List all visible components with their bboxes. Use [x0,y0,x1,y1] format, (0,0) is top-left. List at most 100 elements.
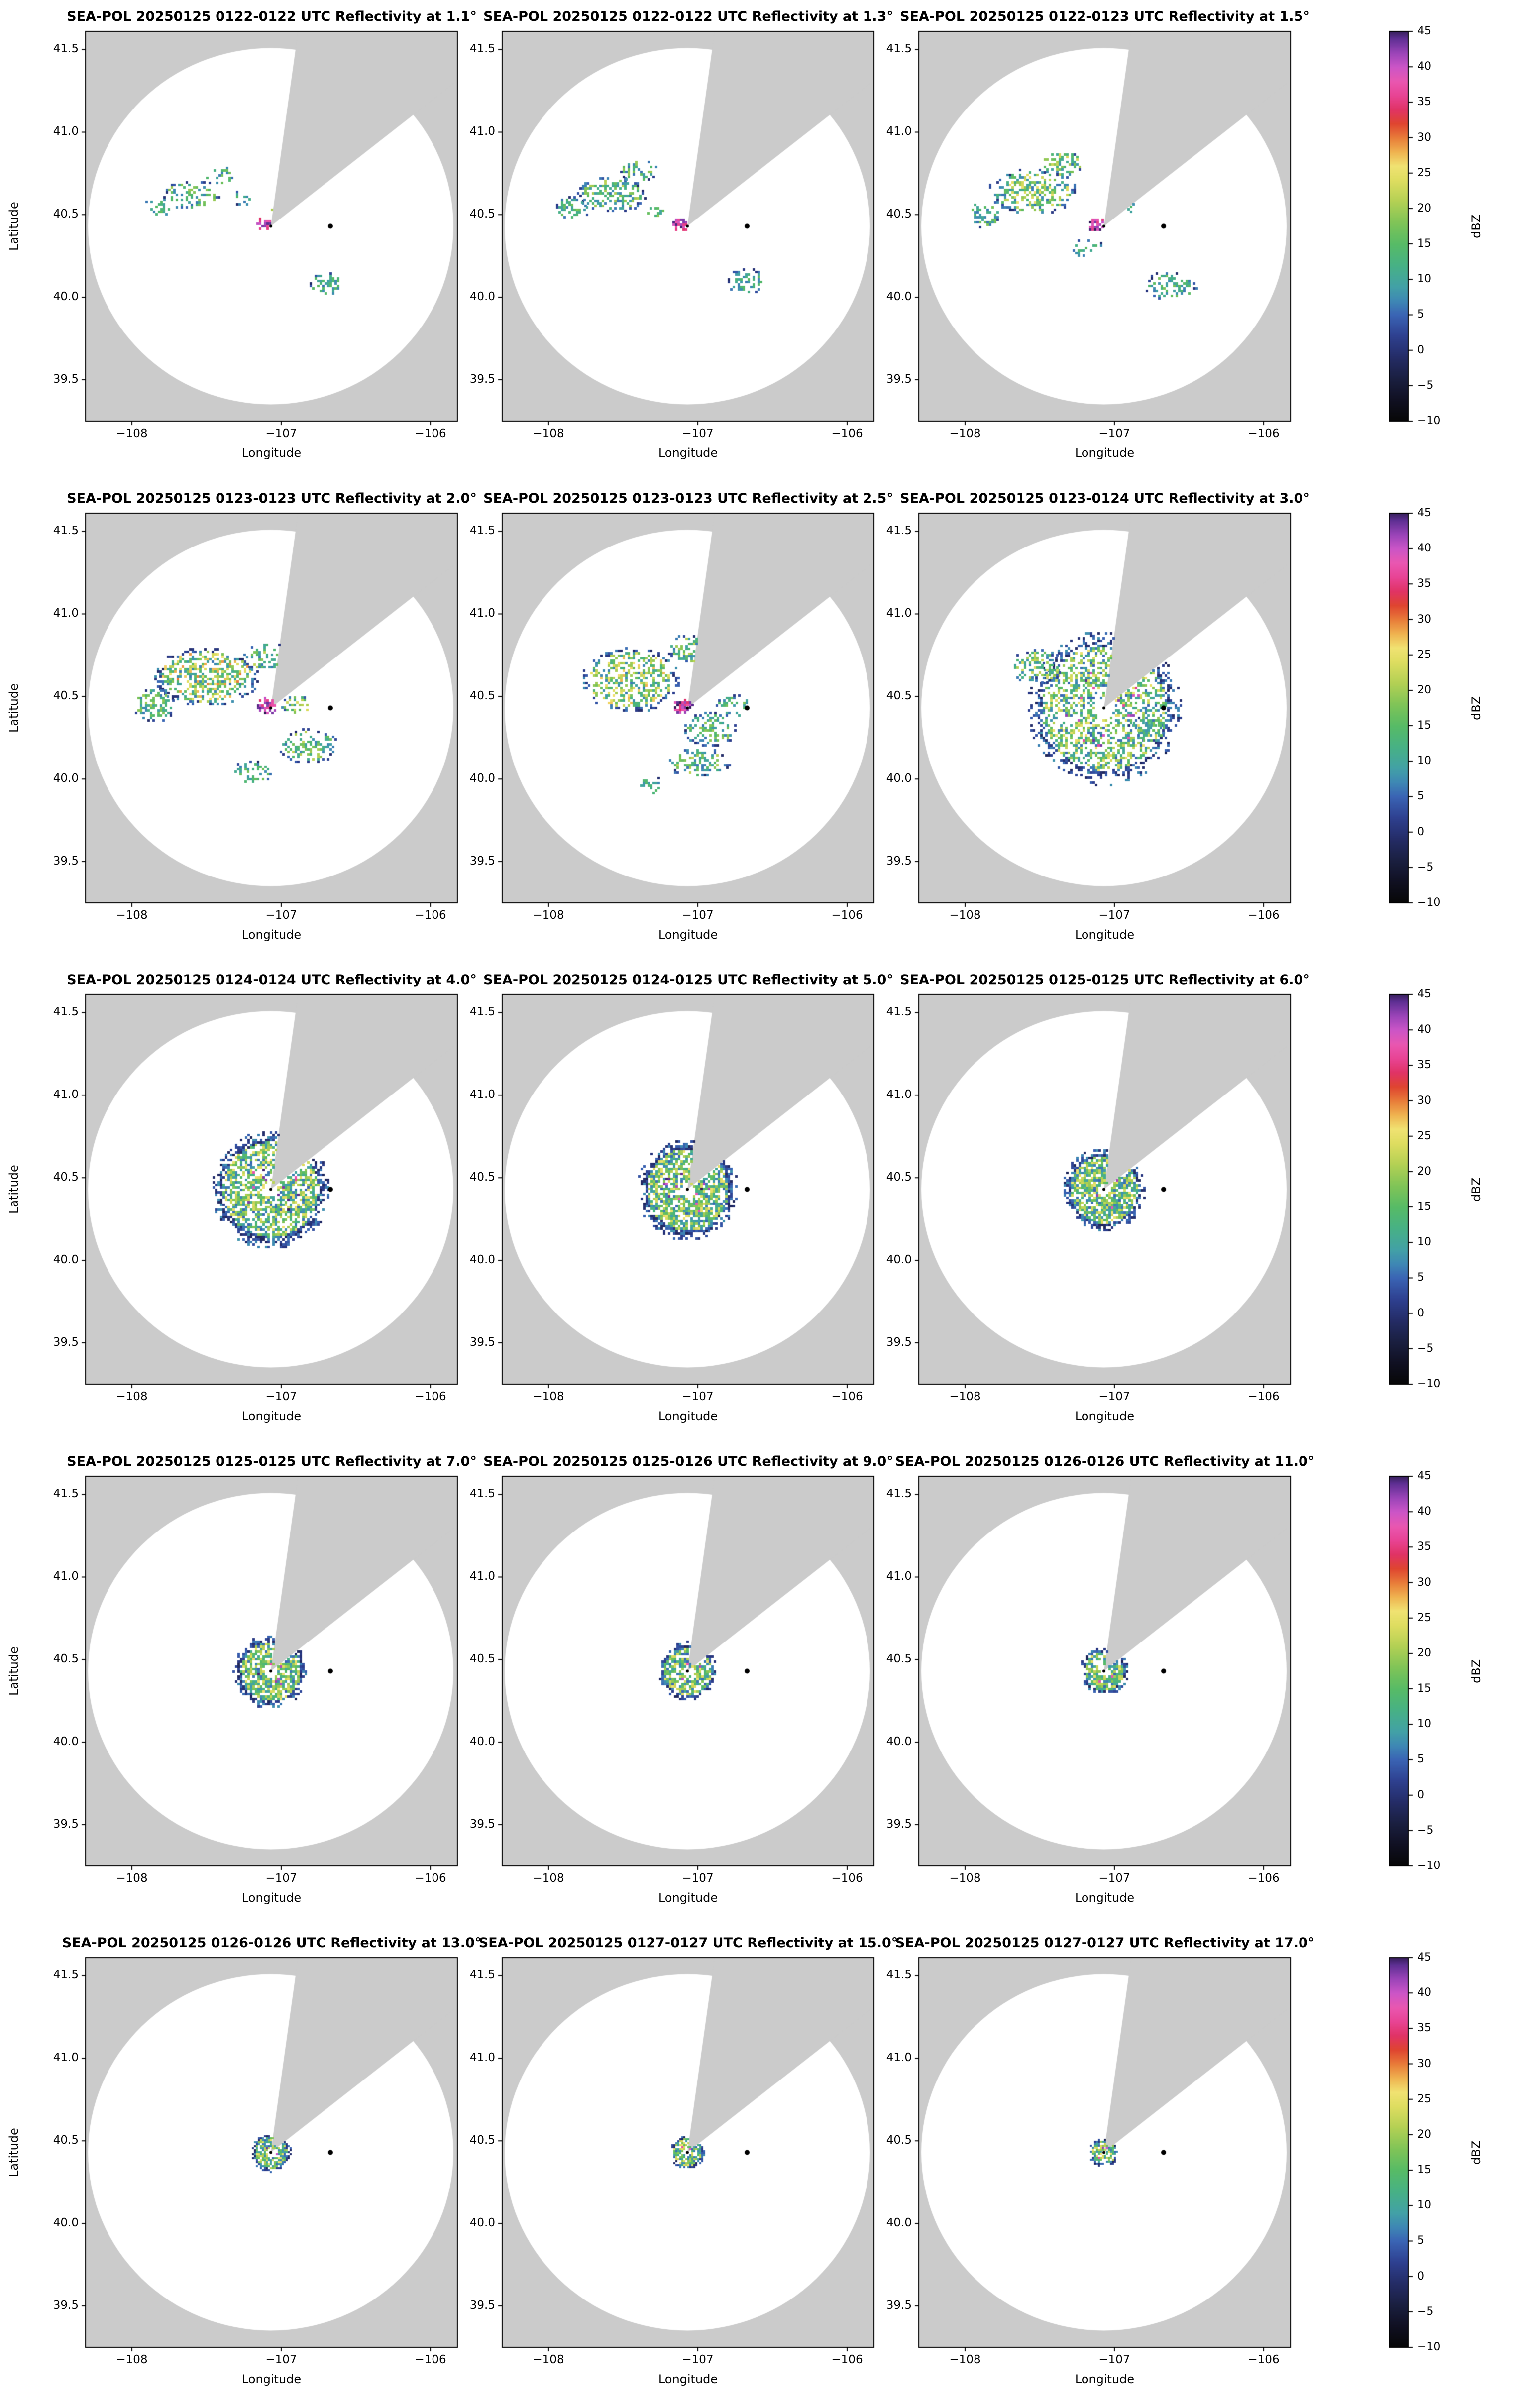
y-tick-label: 41.5 [53,42,79,56]
colorbar-tick-label: 10 [1417,273,1431,286]
y-tick-label: 41.0 [469,1088,495,1101]
y-tick-label: 40.5 [53,2134,79,2147]
y-tick-label: 40.0 [886,2216,912,2230]
y-tick-label: 41.5 [53,1969,79,1982]
y-tick-label: 40.5 [469,689,495,703]
y-tick-label: 39.5 [886,1336,912,1349]
y-tick-label: 39.5 [53,373,79,386]
y-tick-label: 40.5 [53,208,79,221]
x-tick-label: −106 [831,427,863,440]
colorbar-tick-label: −10 [1417,1860,1441,1872]
x-axis-label: Longitude [241,1891,302,1905]
x-axis-label: Longitude [1075,2372,1135,2386]
y-tick-label: 41.0 [886,607,912,620]
colorbar-tick-label: 0 [1417,343,1424,356]
y-tick-label: 39.5 [886,373,912,386]
y-tick-label: 39.5 [886,855,912,868]
y-tick-label: 40.5 [886,689,912,703]
y-tick-label: 40.5 [469,208,495,221]
y-tick-label: 41.0 [469,607,495,620]
y-tick-label: 40.0 [886,290,912,304]
x-tick-label: −107 [1098,427,1130,440]
panel-title: SEA-POL 20250125 0125-0125 UTC Reflectiv… [67,1454,477,1469]
colorbar-tick-label: 0 [1417,2270,1424,2283]
colorbar-tick-label: 35 [1417,577,1431,590]
colorbar-label: dBZ [1469,214,1483,238]
colorbar-tick-label: −10 [1417,1378,1441,1390]
y-tick-label: 41.5 [886,1487,912,1501]
y-tick-label: 39.5 [886,2299,912,2312]
colorbar-tick-label: 25 [1417,2092,1431,2105]
panel-title: SEA-POL 20250125 0125-0125 UTC Reflectiv… [900,972,1310,987]
x-tick-label: −108 [533,909,564,922]
panel-title: SEA-POL 20250125 0127-0127 UTC Reflectiv… [895,1935,1315,1951]
panel-title: SEA-POL 20250125 0122-0122 UTC Reflectiv… [483,9,893,24]
colorbar-tick-label: −5 [1417,2305,1434,2318]
y-tick-label: 40.0 [886,1253,912,1267]
y-tick-label: 41.0 [53,125,79,138]
colorbar-tick-label: 5 [1417,2234,1424,2247]
y-tick-label: 40.0 [469,1735,495,1749]
x-tick-label: −108 [533,1390,564,1403]
y-tick-label: 40.5 [886,2134,912,2147]
radar-ppi-canvas [496,507,880,909]
colorbar-tick-label: 40 [1417,1023,1431,1036]
y-tick-label: 41.5 [469,1005,495,1019]
y-tick-label: 40.0 [469,772,495,785]
colorbar-tick-label: −5 [1417,1342,1434,1355]
x-tick-label: −107 [265,1390,297,1403]
radar-ppi-canvas [80,25,463,427]
radar-ppi-canvas [913,1952,1297,2353]
y-tick-label: 41.0 [469,125,495,138]
y-tick-label: 40.5 [53,1652,79,1666]
y-axis-label: Latitude [7,683,21,733]
colorbar-tick-label: −10 [1417,896,1441,909]
radar-ppi-canvas [80,988,463,1390]
x-tick-label: −107 [1098,1390,1130,1403]
colorbar-tick-label: 25 [1417,166,1431,179]
y-tick-label: 40.5 [886,1171,912,1184]
y-tick-label: 41.5 [53,524,79,538]
x-axis-label: Longitude [1075,1409,1135,1423]
y-tick-label: 40.0 [469,290,495,304]
y-axis-label: Latitude [7,2128,21,2177]
colorbar-tick-label: 15 [1417,1682,1431,1695]
y-tick-label: 40.5 [469,2134,495,2147]
x-tick-label: −108 [949,1872,981,1885]
panel-title: SEA-POL 20250125 0126-0126 UTC Reflectiv… [62,1935,482,1951]
x-tick-label: −106 [831,1390,863,1403]
colorbar-tick-label: 15 [1417,719,1431,732]
y-tick-label: 41.0 [469,1570,495,1583]
colorbar-tick-label: −5 [1417,861,1434,874]
x-tick-label: −107 [265,427,297,440]
x-tick-label: −106 [831,1872,863,1885]
colorbar-tick-label: −10 [1417,2341,1441,2353]
colorbar-tick-label: 40 [1417,1986,1431,1999]
y-tick-label: 41.5 [53,1487,79,1501]
x-tick-label: −106 [831,909,863,922]
y-tick-label: 39.5 [53,1336,79,1349]
colorbar-tick-label: 30 [1417,2057,1431,2070]
y-tick-label: 41.5 [886,1969,912,1982]
colorbar-tick-label: 25 [1417,1129,1431,1142]
colorbar-tick-label: 10 [1417,2199,1431,2212]
colorbar-label: dBZ [1469,2140,1483,2165]
x-tick-label: −107 [265,2353,297,2366]
y-tick-label: 41.5 [886,42,912,56]
x-axis-label: Longitude [658,2372,718,2386]
y-tick-label: 40.0 [886,1735,912,1749]
panel-title: SEA-POL 20250125 0124-0125 UTC Reflectiv… [483,972,893,987]
y-tick-label: 41.0 [886,2051,912,2065]
radar-ppi-canvas [80,1470,463,1872]
x-tick-label: −108 [949,427,981,440]
y-tick-label: 40.5 [469,1171,495,1184]
y-tick-label: 39.5 [469,1336,495,1349]
y-tick-label: 41.5 [469,1487,495,1501]
radar-ppi-canvas [496,1952,880,2353]
colorbar [1389,30,1413,423]
y-tick-label: 39.5 [53,855,79,868]
x-tick-label: −108 [533,2353,564,2366]
y-tick-label: 40.0 [53,1735,79,1749]
colorbar-tick-label: 5 [1417,1753,1424,1766]
x-tick-label: −107 [682,2353,714,2366]
